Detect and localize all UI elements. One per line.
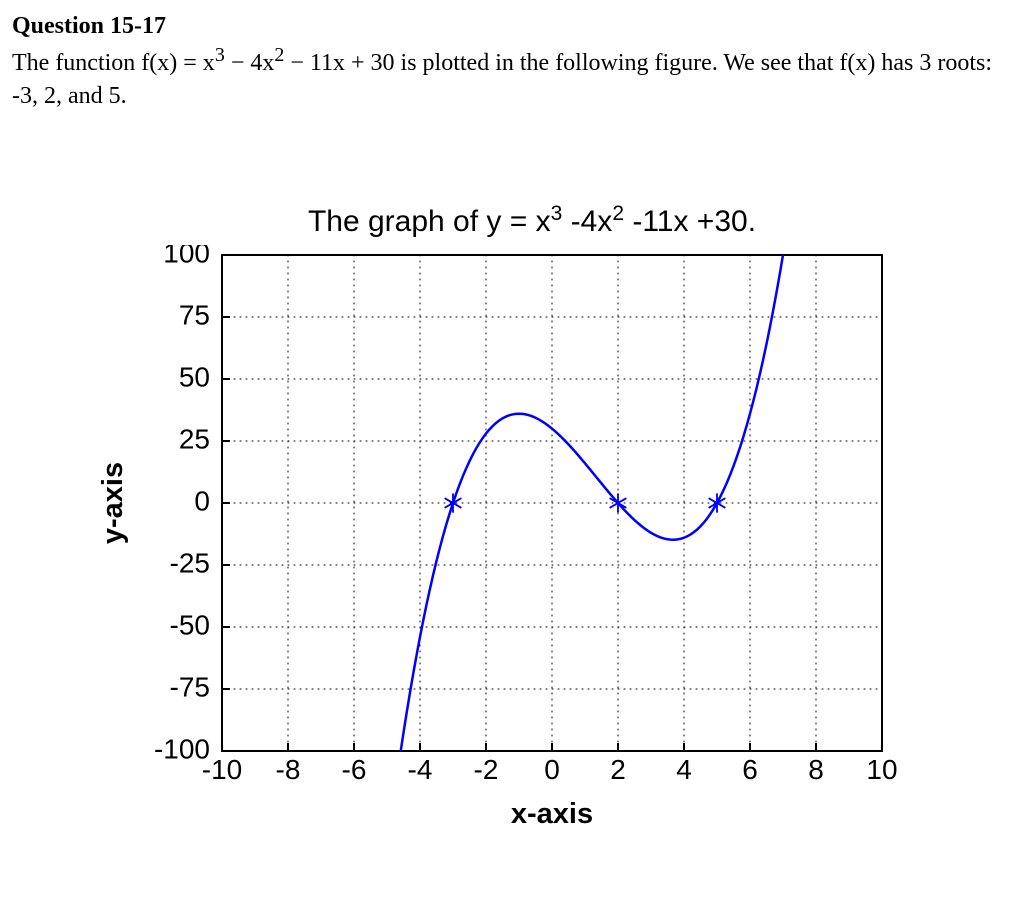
question-text: The function f(x) = x3 − 4x2 − 11x + 30 …: [12, 42, 1012, 112]
svg-text:-6: -6: [342, 754, 367, 785]
svg-text:-25: -25: [170, 548, 210, 579]
svg-text:-50: -50: [170, 610, 210, 641]
svg-text:2: 2: [610, 754, 626, 785]
svg-text:-4: -4: [408, 754, 433, 785]
svg-text:4: 4: [676, 754, 692, 785]
svg-text:-100: -100: [154, 734, 210, 765]
svg-text:10: 10: [866, 754, 897, 785]
svg-text:8: 8: [808, 754, 824, 785]
svg-text:0: 0: [194, 486, 210, 517]
svg-text:-2: -2: [474, 754, 499, 785]
chart-title: The graph of y = x3 -4x2 -11x +30.: [122, 202, 942, 239]
svg-text:100: 100: [163, 245, 210, 268]
svg-text:6: 6: [742, 754, 758, 785]
function-chart: -10-8-6-4-20246810-100-75-50-25025507510…: [82, 245, 942, 885]
svg-text:-8: -8: [276, 754, 301, 785]
svg-text:x-axis: x-axis: [511, 798, 593, 830]
svg-text:75: 75: [179, 300, 210, 331]
svg-text:y-axis: y-axis: [97, 462, 129, 544]
svg-text:50: 50: [179, 362, 210, 393]
svg-text:0: 0: [544, 754, 560, 785]
svg-text:25: 25: [179, 424, 210, 455]
question-label: Question 15-17: [12, 10, 1012, 42]
svg-text:-75: -75: [170, 672, 210, 703]
